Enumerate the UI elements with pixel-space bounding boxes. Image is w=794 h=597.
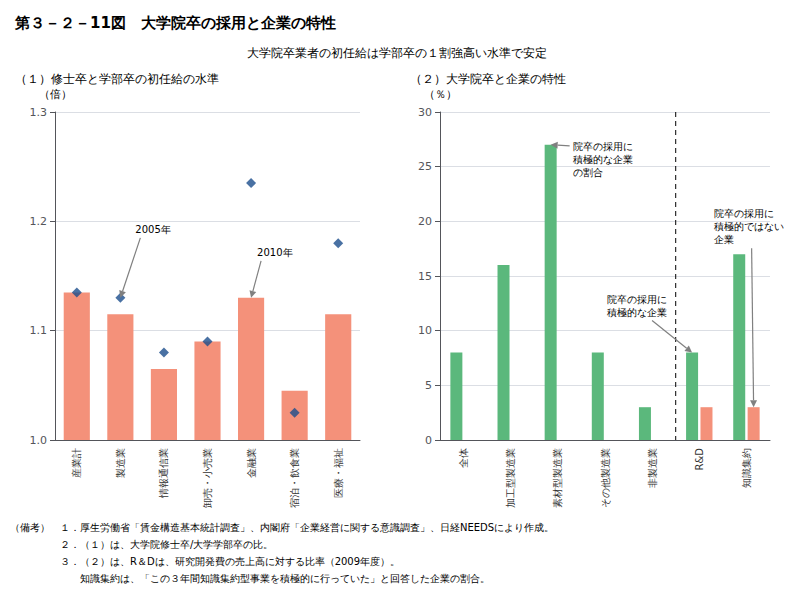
svg-text:第３－２－11図 大学院卒の採用と企業の特性: 第３－２－11図 大学院卒の採用と企業の特性: [14, 14, 336, 32]
svg-text:製造業: 製造業: [115, 448, 126, 478]
svg-text:知識集約は、「この３年間知識集約型事業を積極的に行っていた」: 知識集約は、「この３年間知識集約型事業を積極的に行っていた」と回答した企業の割合…: [10, 573, 490, 584]
svg-text:2010年: 2010年: [257, 247, 292, 258]
svg-text:（２）大学院卒と企業の特性: （２）大学院卒と企業の特性: [410, 72, 566, 86]
svg-text:R&D: R&D: [694, 448, 705, 471]
svg-text:1.2: 1.2: [30, 215, 48, 228]
svg-text:情報通信業: 情報通信業: [158, 448, 169, 499]
svg-text:15: 15: [418, 270, 432, 283]
svg-text:院卒の採用に: 院卒の採用に: [573, 141, 633, 152]
svg-text:（％）: （％）: [424, 88, 457, 101]
svg-text:宿泊・飲食業: 宿泊・飲食業: [289, 448, 300, 508]
svg-text:院卒の採用に: 院卒の採用に: [607, 294, 667, 305]
svg-text:25: 25: [418, 160, 432, 173]
svg-text:産業計: 産業計: [71, 448, 82, 478]
svg-text:金融業: 金融業: [246, 448, 257, 478]
svg-text:２．（１）は、大学院修士卒/大学学部卒の比。: ２．（１）は、大学院修士卒/大学学部卒の比。: [10, 539, 273, 550]
svg-text:３．（２）は、R＆Dは、研究開発費の売上高に対する比率（20: ３．（２）は、R＆Dは、研究開発費の売上高に対する比率（2009年度）。: [10, 556, 400, 567]
svg-text:1.3: 1.3: [30, 106, 48, 119]
svg-text:2005年: 2005年: [135, 224, 170, 235]
svg-text:1.0: 1.0: [30, 434, 48, 447]
svg-text:素材型製造業: 素材型製造業: [552, 448, 563, 508]
svg-text:1.1: 1.1: [30, 324, 48, 337]
svg-text:10: 10: [418, 324, 432, 337]
svg-text:0: 0: [425, 434, 432, 447]
svg-text:知識集約: 知識集約: [741, 448, 752, 488]
svg-text:企業: 企業: [714, 234, 734, 245]
svg-text:積極的な企業: 積極的な企業: [607, 307, 667, 318]
svg-text:積極的ではない: 積極的ではない: [714, 221, 784, 232]
svg-text:（備考） １．厚生労働省「賃金構造基本統計調査」、内閣府「企: （備考） １．厚生労働省「賃金構造基本統計調査」、内閣府「企業経営に関する意識調…: [10, 522, 554, 533]
svg-text:院卒の採用に: 院卒の採用に: [714, 208, 774, 219]
svg-text:非製造業: 非製造業: [647, 448, 658, 488]
svg-text:30: 30: [418, 106, 432, 119]
svg-text:大学院卒業者の初任給は学部卒の１割強高い水準で安定: 大学院卒業者の初任給は学部卒の１割強高い水準で安定: [247, 46, 547, 60]
svg-text:全体: 全体: [458, 448, 469, 468]
svg-text:卸売・小売業: 卸売・小売業: [202, 448, 213, 508]
svg-text:（１）修士卒と学部卒の初任給の水準: （１）修士卒と学部卒の初任給の水準: [15, 72, 219, 86]
svg-text:積極的な企業: 積極的な企業: [573, 154, 633, 165]
svg-text:20: 20: [418, 215, 432, 228]
svg-text:その他製造業: その他製造業: [600, 448, 611, 508]
svg-text:医療・福祉: 医療・福祉: [333, 448, 344, 498]
svg-text:加工型製造業: 加工型製造業: [505, 448, 516, 508]
svg-text:の割合: の割合: [573, 167, 603, 178]
svg-text:5: 5: [425, 379, 432, 392]
svg-text:（倍）: （倍）: [39, 88, 72, 101]
